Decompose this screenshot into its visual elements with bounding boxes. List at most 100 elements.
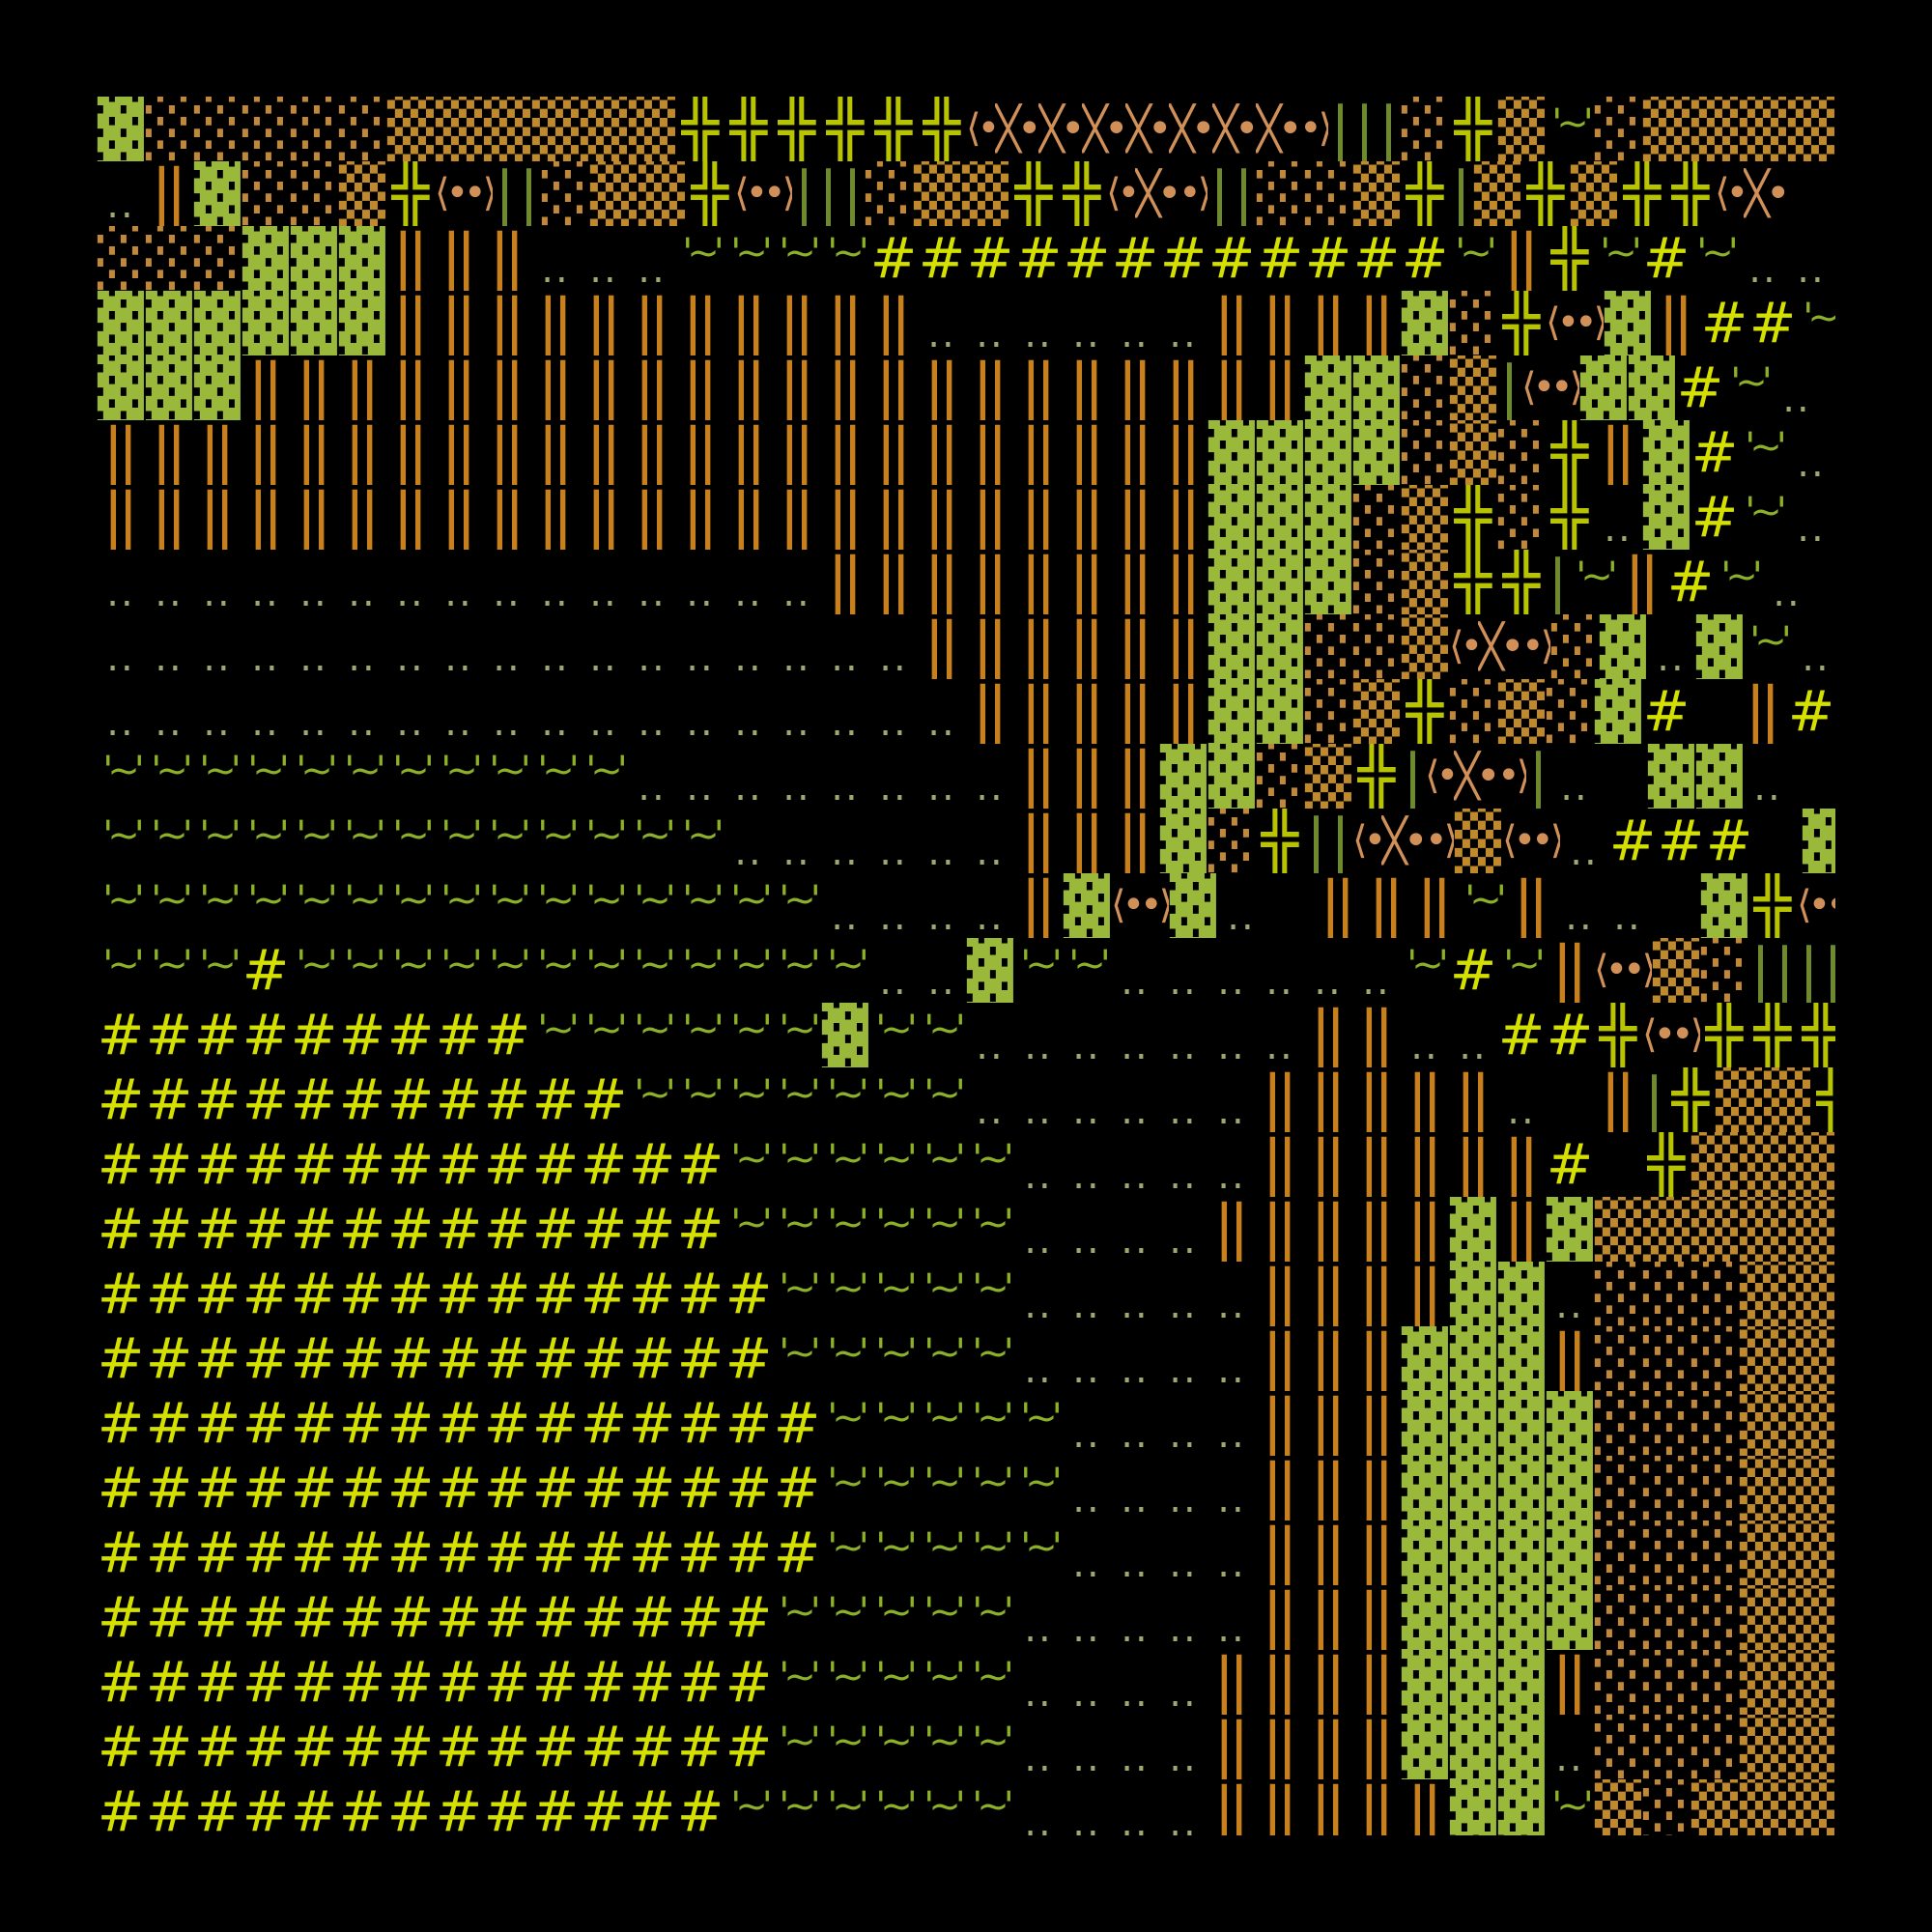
art-row: # # # # # # # # # # # # # # '~' '~' '~' '~' '~'.......... ‖… <box>97 1326 1835 1391</box>
glyph-left-angle-dot: ⟨• <box>1352 818 1381 863</box>
glyph-dark-shade-block: ▓ <box>1579 355 1628 420</box>
glyph-double-bar: ‖ <box>681 355 720 420</box>
glyph-dark-shade-block: ▓ <box>1628 355 1676 420</box>
glyph-tilde-quote: '~' <box>827 1461 869 1505</box>
glyph-hash: # <box>531 1779 580 1835</box>
glyph-dots: .. <box>1024 1671 1053 1715</box>
glyph-double-bar: ‖ <box>1454 1067 1492 1132</box>
glyph-dark-shade-block: ▓ <box>1497 1779 1546 1835</box>
glyph-tilde-quote: '~' <box>1455 231 1497 275</box>
glyph-dots: .. <box>541 571 570 614</box>
glyph-hash: # <box>386 1132 435 1197</box>
glyph-dots: .. <box>1169 1283 1198 1326</box>
glyph-dots: .. <box>396 571 425 614</box>
art-row: # # # # # # # # # # # # # # '~' '~' '~' '~' '~'.......... ‖… <box>97 1585 1835 1650</box>
glyph-hash: # <box>242 1456 290 1520</box>
glyph-dots: .. <box>589 636 618 679</box>
glyph-dark-shade-block: ▓ <box>1647 744 1695 809</box>
glyph-dots: .. <box>1121 1801 1150 1835</box>
glyph-tilde-quote: '~' <box>827 1266 869 1311</box>
glyph-empty <box>1594 1132 1642 1197</box>
glyph-hash: # <box>531 1197 580 1262</box>
glyph-dark-shade-block: ▓ <box>1449 1262 1497 1326</box>
glyph-cross-dot: ╳• <box>1135 169 1179 218</box>
glyph-double-bar: ‖ <box>1406 1262 1444 1326</box>
glyph-dots: .. <box>879 830 908 873</box>
glyph-dots: .. <box>734 700 763 744</box>
glyph-empty <box>1265 873 1314 938</box>
glyph-hash: # <box>531 1456 580 1520</box>
art-row: '~' '~' '~' # '~' '~' '~' '~' '~' '~' '~' '~' '~' '~'… <box>97 938 1835 1003</box>
glyph-light-shade-block: ░ <box>1401 420 1449 485</box>
glyph-light-shade-block: ░ <box>1546 679 1594 744</box>
glyph-dots: .. <box>1169 1606 1198 1650</box>
glyph-dots: .. <box>927 830 956 873</box>
glyph-hash: # <box>386 1520 435 1585</box>
glyph-double-bar: ‖ <box>1309 1391 1348 1456</box>
art-row: ░ ░ ░ ▓ ▓ ▓ ‖ ‖ ‖...... '~' '~' '~' '~' # # # # # # # # # # # # '… <box>97 226 1835 291</box>
glyph-dark-shade-block: ▓ <box>1695 614 1744 679</box>
glyph-dots: .. <box>348 571 377 614</box>
glyph-double-bar: ‖ <box>1599 420 1637 485</box>
glyph-hash: # <box>386 1262 435 1326</box>
glyph-dots: .. <box>976 765 1005 809</box>
glyph-hash: # <box>1449 938 1497 1003</box>
glyph-right-angle-dot: •⟩ <box>1425 818 1454 863</box>
glyph-tilde-quote: '~' <box>199 943 242 987</box>
glyph-hash: # <box>966 226 1014 291</box>
glyph-olive-bar: | <box>1548 550 1568 614</box>
glyph-tilde-quote: '~' <box>585 943 628 987</box>
glyph-dots: .. <box>1121 959 1150 1003</box>
glyph-light-shade-block: ░ <box>338 97 386 161</box>
glyph-dots: .. <box>638 765 667 809</box>
glyph-double-bar: ‖ <box>1550 938 1589 1003</box>
glyph-hash: # <box>338 1067 386 1132</box>
glyph-left-angle-dot: ⟨• <box>734 171 763 215</box>
glyph-dots: .. <box>299 700 328 744</box>
glyph-double-bar: ‖ <box>101 420 140 485</box>
glyph-tilde-quote: '~' <box>682 1072 724 1117</box>
glyph-hash: # <box>97 1650 145 1715</box>
glyph-double-bar: ‖ <box>1309 1520 1348 1585</box>
glyph-tilde-quote: '~' <box>779 1655 821 1699</box>
glyph-dots: .. <box>1555 1283 1584 1326</box>
glyph-dark-shade-block: ▓ <box>1642 420 1690 485</box>
glyph-double-bar: ‖ <box>246 420 285 485</box>
glyph-dots: .. <box>1797 441 1826 485</box>
glyph-hash: # <box>145 1456 193 1520</box>
glyph-olive-bar: | <box>842 161 863 226</box>
glyph-double-bar: ‖ <box>1019 873 1058 938</box>
glyph-double-bar: ‖ <box>633 420 671 485</box>
glyph-dots: .. <box>782 700 811 744</box>
glyph-light-shade-block: ░ <box>1208 809 1256 873</box>
glyph-tilde-quote: '~' <box>440 878 483 923</box>
glyph-double-cross: ╬ <box>1623 161 1662 226</box>
glyph-light-shade-block: ░ <box>1642 1520 1690 1585</box>
glyph-cross-dot: ╳• <box>995 104 1038 154</box>
glyph-tilde-quote: '~' <box>489 813 531 858</box>
glyph-dots: .. <box>396 700 425 744</box>
glyph-medium-shade-block: ▒ <box>1787 1262 1835 1326</box>
glyph-double-bar: ‖ <box>1019 809 1058 873</box>
glyph-hash: # <box>435 1067 483 1132</box>
glyph-olive-bar: | <box>1330 97 1350 161</box>
glyph-dots: .. <box>1570 830 1599 873</box>
glyph-hash: # <box>290 1197 338 1262</box>
glyph-double-bar: ‖ <box>343 355 382 420</box>
glyph-hash: # <box>1700 291 1748 355</box>
glyph-double-cross: ╬ <box>1526 161 1565 226</box>
glyph-double-bar: ‖ <box>1067 420 1106 485</box>
glyph-hash: # <box>1111 226 1159 291</box>
glyph-hash: # <box>580 1715 628 1779</box>
glyph-light-shade-block: ░ <box>1690 1391 1739 1456</box>
glyph-double-bar: ‖ <box>343 420 382 485</box>
glyph-dots: .. <box>927 700 956 744</box>
glyph-olive-bar: | <box>1403 744 1423 809</box>
glyph-dark-shade-block: ▓ <box>1159 809 1208 873</box>
glyph-hash: # <box>145 1067 193 1132</box>
glyph-hash: # <box>1608 809 1657 873</box>
glyph-double-bar: ‖ <box>1019 355 1058 420</box>
glyph-hash: # <box>580 1779 628 1835</box>
glyph-hash: # <box>676 1197 724 1262</box>
glyph-double-bar: ‖ <box>1319 873 1357 938</box>
